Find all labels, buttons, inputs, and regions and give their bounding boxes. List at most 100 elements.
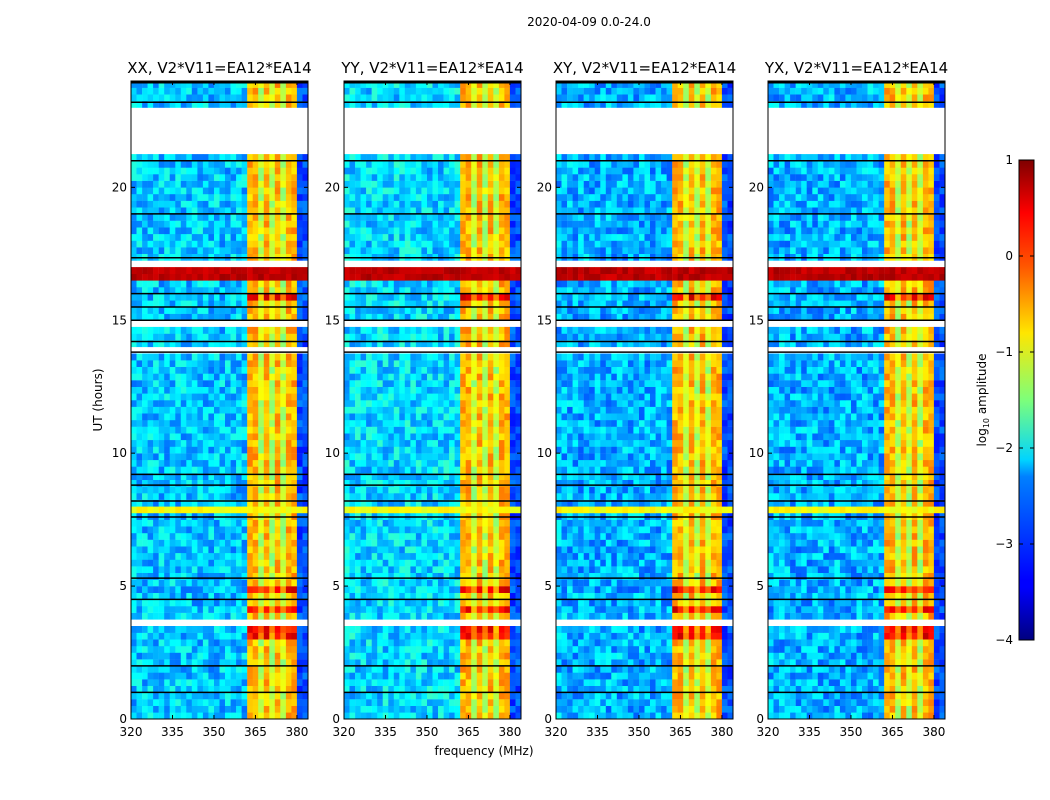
heatmap-cell (175, 665, 182, 673)
heatmap-cell (360, 519, 367, 527)
heatmap-cell (258, 539, 264, 547)
heatmap-cell (509, 287, 516, 294)
heatmap-cell (460, 307, 466, 314)
heatmap-cell (487, 592, 494, 600)
heatmap-cell (219, 94, 226, 102)
heatmap-cell (169, 645, 176, 653)
heatmap-cell (241, 699, 248, 706)
heatmap-cell (482, 659, 489, 667)
heatmap-cell (509, 453, 516, 461)
heatmap-cell (158, 307, 165, 314)
heatmap-cell (219, 659, 226, 667)
heatmap-cell (197, 187, 204, 195)
heatmap-cell (285, 353, 292, 361)
heatmap-cell (399, 366, 406, 374)
heatmap-cell (208, 592, 215, 600)
heatmap-cell (399, 552, 406, 560)
heatmap-cell (487, 552, 494, 560)
heatmap-cell (285, 333, 292, 341)
heatmap-cell (175, 499, 182, 507)
heatmap-cell (186, 393, 193, 401)
heatmap-cell (230, 546, 237, 554)
heatmap-cell (214, 167, 220, 175)
heatmap-cell (158, 426, 165, 434)
heatmap-cell (465, 287, 472, 294)
heatmap-cell (291, 532, 298, 540)
heatmap-cell (225, 672, 231, 680)
heatmap-cell (460, 413, 466, 421)
heatmap-cell (482, 333, 489, 341)
heatmap-cell (291, 592, 298, 600)
heatmap-cell (471, 393, 477, 401)
heatmap-cell (393, 393, 400, 401)
heatmap-cell (197, 592, 204, 600)
heatmap-cell (471, 519, 477, 527)
heatmap-cell (471, 386, 477, 394)
heatmap-cell (225, 380, 231, 387)
heatmap-cell (515, 313, 522, 321)
heatmap-cell (252, 154, 259, 161)
heatmap-cell (355, 267, 361, 274)
heatmap-cell (393, 506, 400, 514)
heatmap-cell (498, 366, 505, 374)
heatmap-cell (355, 439, 361, 447)
heatmap-cell (388, 393, 395, 401)
heatmap-cell (263, 300, 270, 308)
heatmap-cell (225, 519, 231, 527)
heatmap-cell (498, 459, 505, 467)
heatmap-cell (247, 446, 253, 454)
heatmap-cell (487, 692, 494, 700)
heatmap-cell (498, 240, 505, 248)
heatmap-cell (169, 293, 176, 301)
heatmap-cell (208, 413, 215, 421)
heatmap-cell (169, 233, 176, 241)
heatmap-cell (131, 699, 137, 706)
heatmap-cell (258, 679, 264, 686)
heatmap-cell (197, 566, 204, 573)
heatmap-cell (280, 207, 287, 215)
heatmap-cell (208, 639, 215, 647)
heatmap-cell (393, 712, 400, 720)
heatmap-cell (476, 639, 483, 647)
heatmap-cell (225, 453, 231, 461)
heatmap-cell (131, 599, 137, 607)
heatmap-cell (175, 353, 182, 361)
heatmap-cell (449, 439, 455, 447)
heatmap-cell (410, 267, 417, 274)
heatmap-cell (432, 546, 439, 554)
heatmap-cell (269, 360, 276, 367)
heatmap-cell (504, 473, 511, 480)
heatmap-cell (208, 174, 215, 181)
heatmap-cell (349, 247, 356, 254)
heatmap-cell (131, 572, 137, 580)
heatmap-cell (465, 645, 472, 653)
heatmap-cell (258, 413, 264, 421)
heatmap-cell (344, 606, 350, 613)
heatmap-cell (291, 200, 298, 208)
heatmap-cell (302, 287, 309, 294)
heatmap-cell (421, 559, 428, 567)
heatmap-cell (208, 287, 215, 294)
heatmap-cell (136, 446, 143, 454)
heatmap-cell (202, 499, 209, 507)
heatmap-cell (296, 712, 303, 720)
heatmap-cell (136, 506, 143, 514)
heatmap-cell (454, 526, 461, 534)
heatmap-cell (443, 453, 450, 461)
heatmap-cell (498, 413, 505, 421)
heatmap-cell (302, 685, 309, 693)
heatmap-cell (344, 313, 350, 321)
heatmap-cell (427, 473, 433, 480)
heatmap-cell (344, 712, 350, 720)
heatmap-cell (349, 280, 356, 288)
heatmap-cell (280, 712, 287, 720)
heatmap-cell (269, 446, 276, 454)
heatmap-cell (258, 712, 264, 720)
heatmap-cell (153, 94, 159, 102)
heatmap-cell (208, 486, 215, 494)
heatmap-cell (247, 453, 253, 461)
heatmap-cell (153, 566, 159, 573)
heatmap-cell (153, 293, 159, 301)
heatmap-cell (465, 499, 472, 507)
heatmap-cell (247, 612, 253, 620)
